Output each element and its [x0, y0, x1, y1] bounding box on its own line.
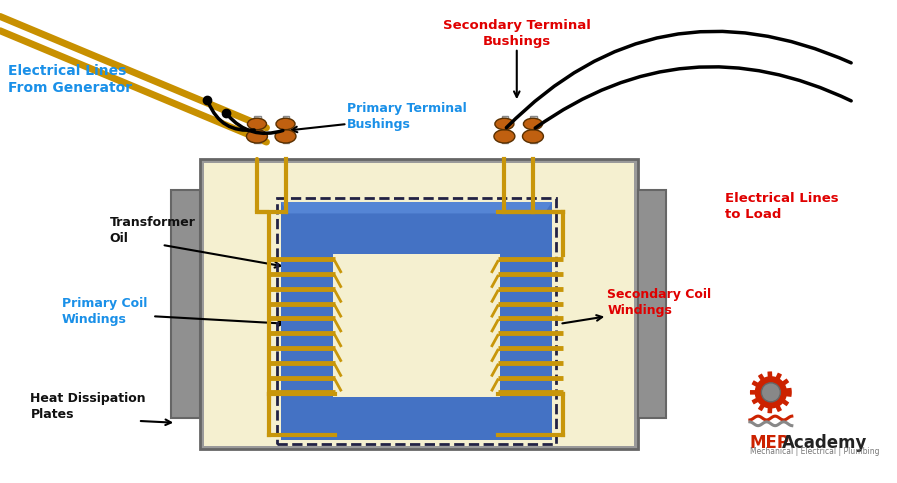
Bar — [638, 190, 666, 418]
Ellipse shape — [522, 129, 544, 143]
Ellipse shape — [524, 118, 543, 129]
Bar — [254, 116, 261, 143]
Circle shape — [762, 383, 780, 402]
Polygon shape — [281, 202, 552, 213]
Ellipse shape — [495, 118, 514, 129]
Text: Primary Coil
Windings: Primary Coil Windings — [62, 297, 147, 326]
Ellipse shape — [247, 129, 267, 143]
Bar — [204, 163, 634, 446]
Bar — [333, 255, 500, 397]
Text: Transformer
Oil: Transformer Oil — [109, 216, 196, 245]
Text: Secondary Terminal
Bushings: Secondary Terminal Bushings — [443, 19, 591, 48]
Polygon shape — [750, 371, 792, 413]
Text: Academy: Academy — [782, 434, 867, 452]
Bar — [277, 198, 556, 444]
Text: Heat Dissipation
Plates: Heat Dissipation Plates — [30, 392, 146, 421]
Bar — [530, 116, 536, 143]
Text: MEP: MEP — [750, 434, 790, 452]
Text: Secondary Coil
Windings: Secondary Coil Windings — [607, 288, 711, 317]
Ellipse shape — [248, 118, 266, 129]
Ellipse shape — [494, 129, 515, 143]
Bar — [200, 159, 638, 450]
Bar — [171, 190, 200, 418]
Text: Mechanical | Electrical | Plumbing: Mechanical | Electrical | Plumbing — [750, 447, 879, 455]
Bar — [501, 116, 509, 143]
Bar — [283, 116, 290, 143]
Text: Electrical Lines
to Load: Electrical Lines to Load — [725, 193, 839, 222]
Ellipse shape — [276, 118, 295, 129]
Ellipse shape — [275, 129, 296, 143]
Bar — [281, 202, 552, 440]
Text: Primary Terminal
Bushings: Primary Terminal Bushings — [347, 102, 467, 131]
Text: Electrical Lines
From Generator: Electrical Lines From Generator — [7, 64, 132, 95]
